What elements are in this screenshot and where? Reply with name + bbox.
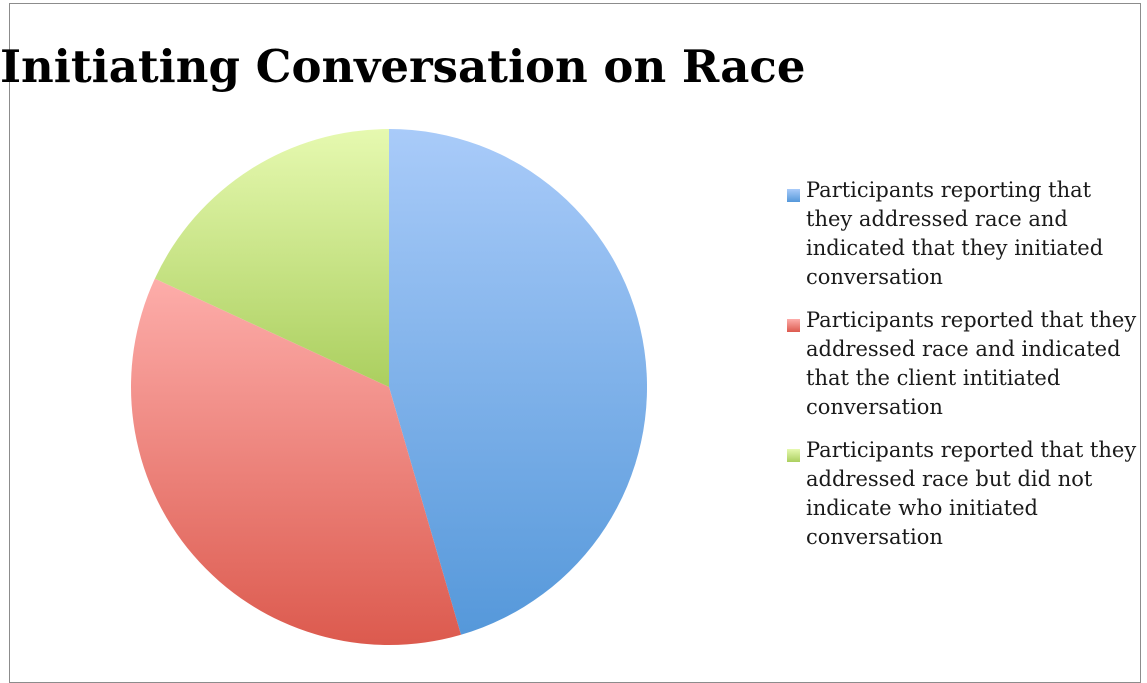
legend-label: Participants reporting that they address… — [806, 178, 1104, 289]
legend-item: Participants reported that they addresse… — [787, 436, 1137, 552]
legend-item: Participants reported that they addresse… — [787, 306, 1137, 422]
legend-swatch — [787, 449, 800, 462]
legend-item: Participants reporting that they address… — [787, 176, 1137, 292]
pie-slice — [130, 278, 461, 646]
legend-label: Participants reported that they addresse… — [806, 438, 1137, 549]
legend-swatch — [787, 319, 800, 332]
legend-label: Participants reported that they addresse… — [806, 308, 1137, 419]
pie-slice — [389, 129, 648, 635]
chart-title: Initiating Conversation on Race — [0, 40, 806, 93]
legend-swatch — [787, 189, 800, 202]
pie-slice — [154, 129, 389, 387]
chart-legend: Participants reporting that they address… — [787, 176, 1137, 566]
